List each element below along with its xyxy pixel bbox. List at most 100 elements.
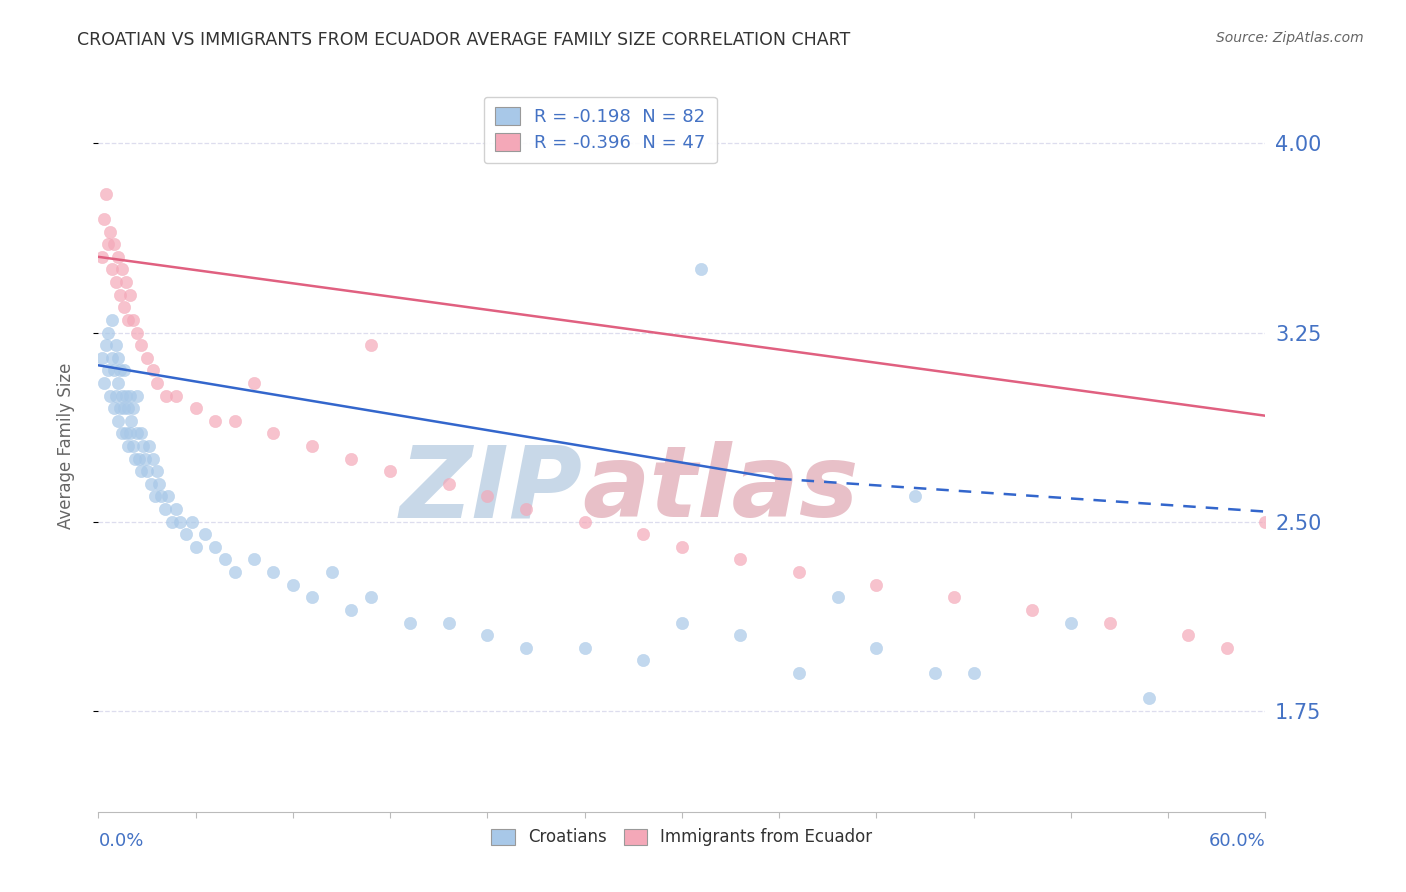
Point — [149, 490, 172, 504]
Point — [398, 615, 420, 630]
Point — [262, 426, 284, 441]
Point — [224, 414, 246, 428]
Point — [142, 451, 165, 466]
Point — [101, 262, 124, 277]
Point — [118, 426, 141, 441]
Point — [515, 502, 537, 516]
Point — [214, 552, 236, 566]
Point — [122, 313, 145, 327]
Text: Source: ZipAtlas.com: Source: ZipAtlas.com — [1216, 31, 1364, 45]
Point — [112, 300, 135, 314]
Point — [103, 237, 125, 252]
Point — [111, 426, 134, 441]
Point — [112, 363, 135, 377]
Point — [136, 464, 159, 478]
Point — [243, 376, 266, 390]
Point — [380, 464, 402, 478]
Point — [180, 515, 202, 529]
Point — [97, 363, 120, 377]
Point — [477, 490, 499, 504]
Point — [91, 250, 114, 264]
Point — [730, 552, 752, 566]
Point — [122, 401, 145, 416]
Point — [108, 287, 131, 301]
Point — [730, 628, 752, 642]
Text: atlas: atlas — [582, 442, 859, 539]
Point — [631, 527, 654, 541]
Point — [136, 351, 159, 365]
Point — [114, 388, 136, 402]
Point — [104, 338, 127, 352]
Point — [112, 401, 135, 416]
Legend: Croatians, Immigrants from Ecuador: Croatians, Immigrants from Ecuador — [484, 820, 880, 855]
Point — [437, 476, 460, 491]
Point — [97, 326, 120, 340]
Point — [787, 665, 810, 680]
Point — [174, 527, 197, 541]
Point — [1098, 615, 1121, 630]
Point — [101, 313, 124, 327]
Point — [124, 451, 146, 466]
Point — [108, 401, 131, 416]
Point — [132, 439, 155, 453]
Point — [321, 565, 343, 579]
Point — [122, 439, 145, 453]
Point — [111, 388, 134, 402]
Point — [224, 565, 246, 579]
Point — [690, 262, 713, 277]
Point — [153, 502, 176, 516]
Point — [1254, 515, 1277, 529]
Point — [194, 527, 217, 541]
Point — [143, 490, 166, 504]
Point — [98, 225, 121, 239]
Point — [243, 552, 266, 566]
Point — [127, 426, 149, 441]
Point — [157, 490, 180, 504]
Point — [281, 578, 304, 592]
Point — [97, 237, 120, 252]
Point — [93, 212, 115, 227]
Point — [301, 439, 323, 453]
Point — [107, 414, 129, 428]
Point — [340, 451, 363, 466]
Point — [114, 275, 136, 289]
Point — [301, 591, 323, 605]
Point — [943, 591, 966, 605]
Point — [98, 388, 121, 402]
Point — [962, 665, 984, 680]
Point — [184, 540, 207, 554]
Point — [128, 451, 150, 466]
Point — [262, 565, 284, 579]
Point — [574, 515, 596, 529]
Point — [104, 275, 127, 289]
Point — [162, 515, 184, 529]
Point — [165, 502, 187, 516]
Point — [117, 439, 139, 453]
Point — [142, 363, 165, 377]
Point — [129, 426, 152, 441]
Point — [515, 640, 537, 655]
Point — [155, 388, 177, 402]
Point — [107, 351, 129, 365]
Point — [139, 476, 162, 491]
Point — [108, 363, 131, 377]
Point — [204, 540, 226, 554]
Point — [118, 388, 141, 402]
Point — [169, 515, 191, 529]
Point — [165, 388, 187, 402]
Point — [1060, 615, 1083, 630]
Point — [117, 313, 139, 327]
Point — [184, 401, 207, 416]
Point — [1177, 628, 1199, 642]
Point — [103, 401, 125, 416]
Point — [904, 490, 927, 504]
Point — [138, 439, 160, 453]
Point — [1021, 603, 1043, 617]
Point — [671, 615, 693, 630]
Point — [129, 338, 152, 352]
Point — [118, 287, 141, 301]
Point — [360, 338, 382, 352]
Point — [134, 451, 156, 466]
Point — [865, 578, 887, 592]
Point — [148, 476, 170, 491]
